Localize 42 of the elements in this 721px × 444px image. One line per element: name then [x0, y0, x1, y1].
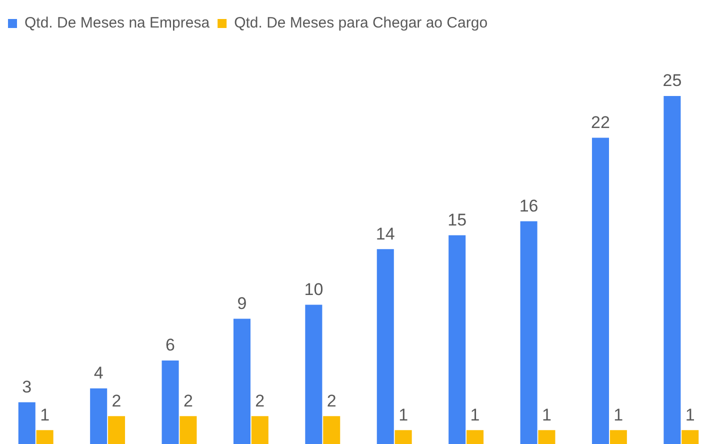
legend-label: Qtd. De Meses na Empresa: [24, 14, 210, 32]
bar: [233, 318, 250, 444]
bar: [162, 360, 179, 444]
data-label: 1: [470, 405, 480, 424]
bar: [18, 402, 36, 444]
bar: [610, 430, 627, 444]
bar: [592, 138, 609, 444]
bar: [323, 416, 340, 444]
data-label: 1: [40, 405, 50, 424]
data-label: 1: [685, 405, 695, 424]
data-label: 6: [166, 336, 176, 355]
data-label: 25: [662, 71, 682, 90]
bar: [108, 416, 126, 444]
data-label: 16: [519, 196, 538, 216]
bar: [682, 430, 699, 444]
data-label: 2: [255, 391, 265, 410]
data-label: 1: [398, 405, 408, 424]
bar: [36, 430, 54, 444]
bar: [664, 96, 681, 444]
data-label: 14: [376, 224, 395, 244]
bar: [448, 235, 466, 444]
bar: [376, 249, 394, 444]
bar: [251, 416, 268, 444]
bar: [90, 388, 108, 444]
data-label: 2: [183, 391, 193, 410]
bar: [305, 304, 322, 444]
data-label: 10: [304, 280, 324, 299]
bar: [538, 430, 556, 444]
data-label: 15: [448, 210, 467, 230]
data-label: 9: [237, 294, 247, 313]
data-label: 4: [94, 364, 104, 383]
bar: [180, 416, 197, 444]
data-label: 22: [591, 112, 610, 132]
data-label: 3: [22, 377, 32, 396]
data-label: 1: [542, 405, 552, 424]
data-label: 2: [112, 391, 122, 410]
legend-label: Qtd. De Meses para Chegar ao Cargo: [234, 14, 488, 32]
bar: [520, 221, 538, 444]
bar: [466, 430, 484, 444]
data-label: 1: [614, 405, 624, 424]
data-label: 2: [326, 391, 336, 410]
bar: [394, 430, 412, 444]
